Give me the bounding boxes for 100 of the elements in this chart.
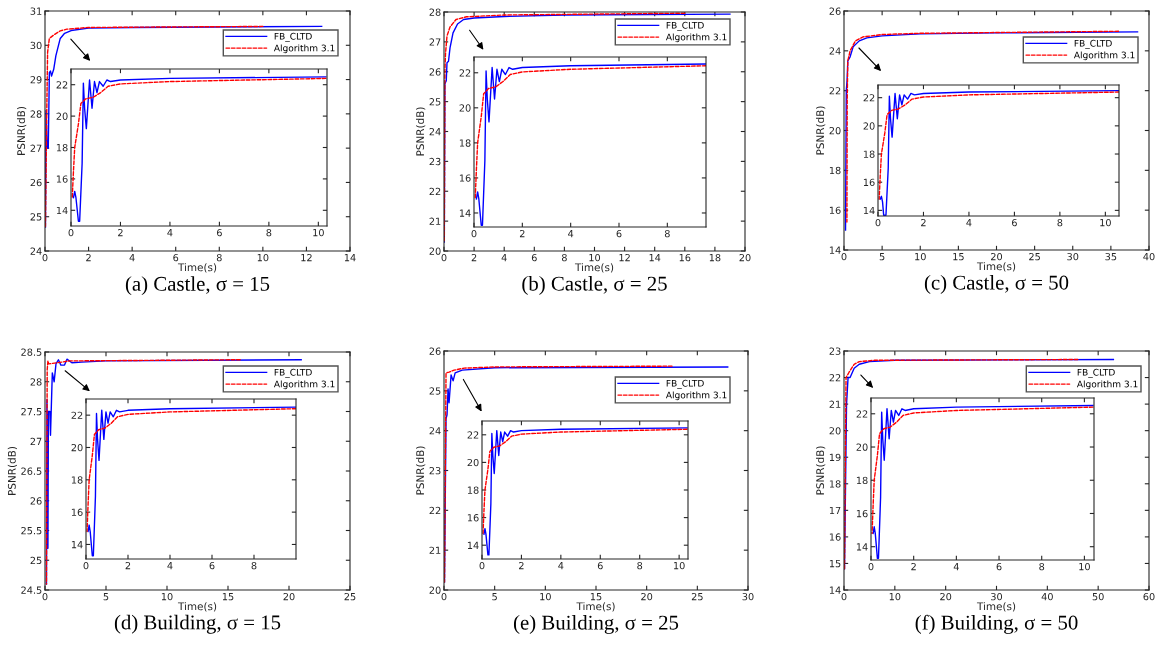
x-tick-label: 5 — [492, 593, 497, 601]
legend-label: FB_CLTD — [274, 32, 312, 42]
x-tick-label: 12 — [301, 253, 312, 262]
x-axis-title: Time(s) — [976, 602, 1016, 612]
y-tick-label: 18 — [459, 139, 471, 147]
y-tick-label: 22 — [71, 411, 83, 419]
y-tick-label: 25 — [30, 213, 42, 221]
x-tick-label: 6 — [209, 561, 215, 570]
y-axis-title: PSNR(dB) — [415, 107, 426, 156]
x-tick-label: 4 — [167, 229, 173, 237]
y-tick-label: 26 — [30, 178, 42, 187]
x-tick-label: 20 — [283, 592, 295, 601]
x-tick-label: 30 — [991, 592, 1003, 601]
x-tick-label: 40 — [1143, 252, 1155, 261]
y-tick-label: 24 — [429, 127, 441, 136]
x-tick-label: 10 — [1100, 218, 1111, 227]
x-tick-label: 2 — [519, 229, 525, 238]
text: (d) Building, σ = 15 — [114, 614, 281, 634]
x-tick-label: 30 — [1067, 252, 1079, 261]
y-axis-title: PSNR(dB) — [7, 446, 17, 495]
x-tick-label: 14 — [649, 254, 661, 262]
x-tick-label: 5 — [879, 253, 885, 261]
x-tick-label: 8 — [216, 253, 222, 262]
x-tick-label: 2 — [118, 228, 123, 237]
y-tick-label: 18 — [71, 476, 83, 484]
y-tick-label: 16 — [856, 509, 868, 518]
y-tick-label: 25.5 — [21, 526, 42, 535]
y-tick-label: 28.5 — [21, 348, 42, 356]
y-tick-label: 24 — [30, 247, 42, 255]
x-tick-label: 8 — [251, 561, 257, 570]
y-tick-label: 14 — [56, 206, 68, 214]
y-tick-label: 20 — [863, 122, 875, 130]
legend-label: Algorithm 3.1 — [665, 33, 727, 43]
x-tick-label: 14 — [344, 254, 356, 262]
y-axis-title: PSNR(dB) — [815, 446, 826, 495]
y-tick-label: 14 — [829, 586, 841, 594]
x-tick-label: 10 — [674, 561, 685, 570]
y-tick-label: 22 — [429, 187, 441, 195]
legend-label: Algorithm 3.1 — [1073, 51, 1135, 61]
x-tick-label: 10 — [313, 228, 324, 237]
x-tick-label: 0 — [68, 228, 74, 237]
y-tick-label: 22 — [429, 506, 441, 515]
y-tick-label: 21 — [429, 217, 441, 225]
x-tick-label: 4 — [558, 562, 564, 570]
x-tick-label: 2 — [125, 561, 131, 570]
y-tick-label: 21 — [429, 546, 441, 554]
x-tick-label: 2 — [911, 562, 916, 571]
y-tick-label: 29 — [30, 76, 42, 84]
x-tick-label: 25 — [1029, 252, 1040, 261]
y-tick-label: 20 — [829, 427, 841, 435]
y-axis-title: PSNR(dB) — [16, 106, 27, 155]
y-axis-title: PSNR(dB) — [815, 106, 826, 155]
x-tick-label: 0 — [42, 253, 48, 262]
x-tick-label: 10 — [161, 592, 173, 601]
y-tick-label: 28 — [429, 8, 441, 16]
y-tick-label: 24 — [829, 47, 841, 55]
y-tick-label: 22 — [863, 94, 875, 102]
y-tick-label: 18 — [863, 150, 875, 158]
x-tick-label: 50 — [1092, 592, 1104, 601]
y-tick-label: 20 — [829, 126, 841, 135]
y-tick-label: 25 — [429, 387, 441, 395]
y-tick-label: 16 — [863, 178, 875, 187]
text: (c) Castle, σ = 50 — [924, 275, 1069, 294]
y-tick-label: 22 — [459, 69, 471, 77]
x-tick-label: 20 — [991, 252, 1003, 261]
y-tick-label: 26 — [30, 497, 42, 505]
x-tick-label: 10 — [1079, 562, 1090, 571]
legend-label: Algorithm 3.1 — [273, 44, 335, 54]
y-tick-label: 16 — [71, 508, 83, 516]
legend-label: Algorithm 3.1 — [665, 391, 727, 401]
y-tick-label: 23 — [429, 466, 441, 475]
y-tick-label: 18 — [56, 143, 68, 152]
x-tick-label: 4 — [568, 230, 574, 238]
legend-label: Algorithm 3.1 — [1076, 380, 1138, 390]
y-tick-label: 24 — [429, 427, 441, 435]
x-tick-label: 0 — [841, 252, 847, 261]
x-tick-label: 16 — [679, 253, 691, 262]
x-tick-label: 0 — [875, 218, 881, 227]
x-tick-label: 8 — [637, 561, 643, 570]
y-tick-label: 14 — [467, 541, 479, 549]
y-tick-label: 30 — [30, 41, 42, 50]
y-tick-label: 14 — [856, 543, 868, 551]
x-tick-label: 8 — [664, 229, 670, 238]
x-tick-label: 6 — [616, 229, 622, 238]
x-axis-title: Time(s) — [976, 262, 1016, 272]
y-tick-label: 20 — [429, 247, 441, 255]
x-tick-label: 15 — [953, 253, 964, 261]
y-tick-label: 22 — [467, 431, 479, 439]
x-tick-label: 15 — [590, 593, 602, 601]
x-tick-label: 25 — [344, 592, 356, 601]
y-tick-label: 14 — [863, 206, 875, 215]
line-series — [72, 76, 327, 222]
x-tick-label: 0 — [868, 562, 874, 571]
y-tick-label: 22 — [829, 87, 841, 95]
x-tick-label: 4 — [501, 254, 507, 262]
y-tick-label: 27 — [30, 437, 42, 445]
y-tick-label: 20 — [71, 443, 83, 452]
x-axis-title: Time(s) — [574, 263, 614, 273]
line-series — [483, 427, 688, 556]
x-tick-label: 10 — [915, 252, 926, 261]
